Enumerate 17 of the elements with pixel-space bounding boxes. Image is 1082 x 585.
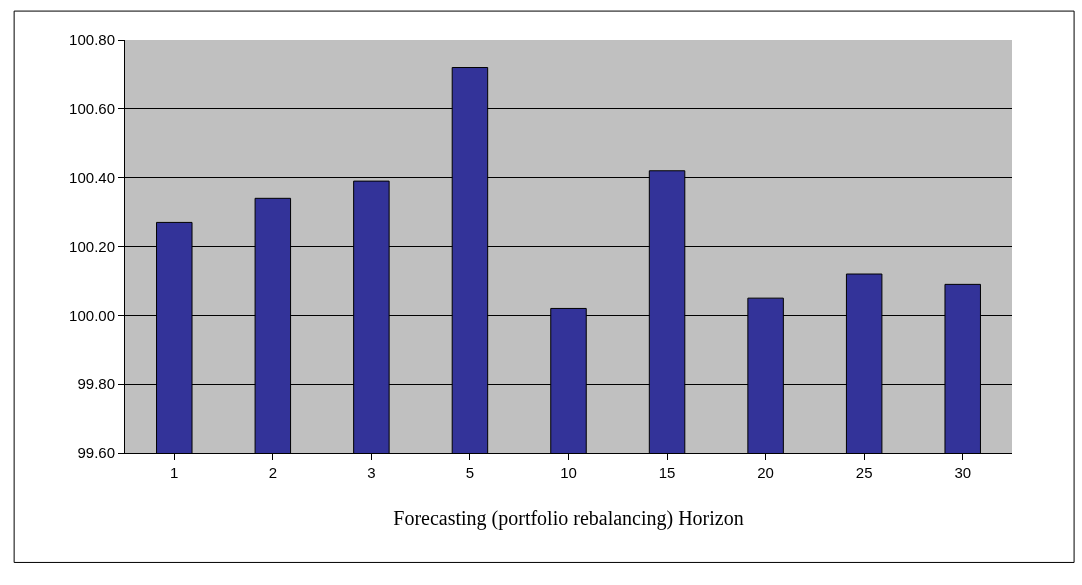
x-tick-label: 1 xyxy=(170,464,179,481)
y-tick-label: 100.20 xyxy=(69,237,115,255)
x-tick-label: 2 xyxy=(268,464,277,481)
x-tick-label: 10 xyxy=(560,464,577,481)
x-tick-label: 20 xyxy=(757,464,774,481)
y-tick-label: 99.80 xyxy=(77,375,115,393)
x-tick-label: 30 xyxy=(954,464,972,481)
x-tick-label: 25 xyxy=(855,464,873,481)
x-tick-label: 5 xyxy=(465,464,475,481)
y-tick-label: 99.60 xyxy=(77,444,115,462)
y-tick-label: 100.60 xyxy=(69,100,115,118)
y-tick-label: 100.80 xyxy=(69,31,115,49)
y-tick-label: 100.00 xyxy=(69,306,115,324)
x-axis-title: Forecasting (portfolio rebalancing) Horizon xyxy=(393,506,744,530)
y-tick-label: 100.40 xyxy=(69,168,115,186)
x-tick-label: 15 xyxy=(658,464,676,481)
x-tick-label: 3 xyxy=(367,464,376,481)
